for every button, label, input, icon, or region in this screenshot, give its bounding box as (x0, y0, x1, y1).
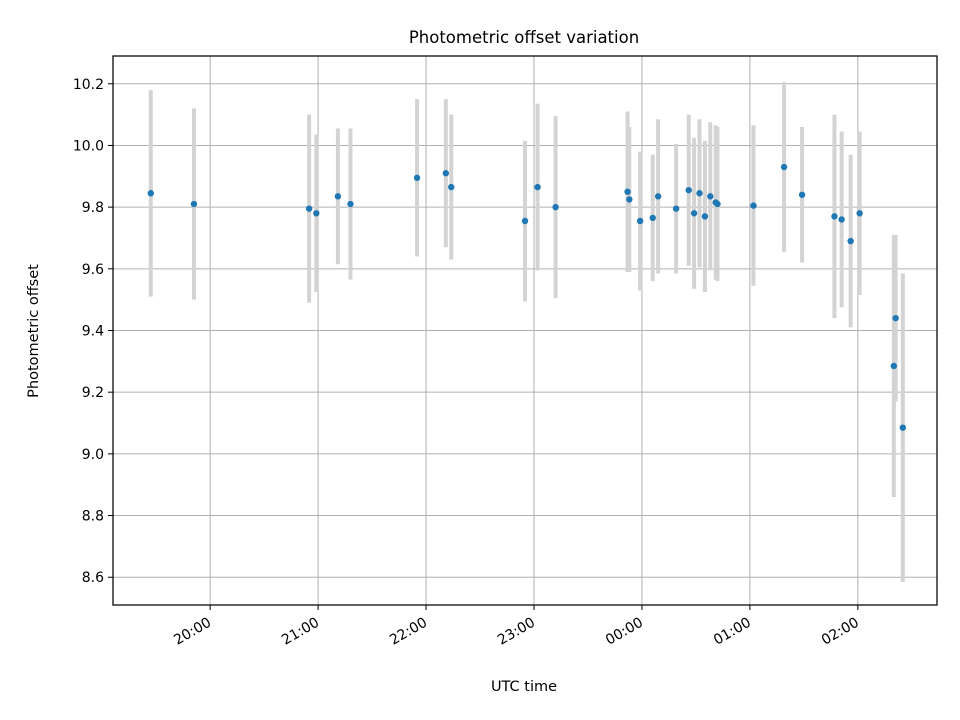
data-point (521, 217, 529, 225)
data-point (624, 188, 631, 195)
x-tick-label: 02:00 (819, 615, 862, 649)
data-point (636, 217, 644, 225)
data-point (305, 205, 313, 212)
data-point (534, 183, 541, 191)
data-point (649, 214, 656, 222)
data-point (313, 210, 320, 217)
data-point (831, 213, 838, 220)
y-axis-label: Photometric offset (26, 264, 42, 398)
error-bars (148, 82, 905, 582)
data-point (672, 205, 680, 212)
x-tick-label: 20:00 (171, 615, 214, 649)
data-point (750, 202, 757, 209)
x-tick-label: 22:00 (387, 615, 430, 649)
grid (113, 56, 937, 605)
y-tick-label: 9.0 (82, 447, 104, 463)
data-point (413, 174, 421, 182)
x-tick-label: 23:00 (495, 615, 538, 649)
y-axis-ticks: 8.6 8.8 9.0 9.2 9.4 9.6 9.8 10.0 10.2 (73, 77, 113, 586)
y-tick-label: 9.6 (82, 262, 104, 278)
data-point (838, 216, 845, 223)
y-tick-label: 9.2 (82, 385, 104, 401)
data-point (654, 193, 662, 200)
x-axis-ticks: 20:00 21:00 22:00 23:00 00:00 01:00 02:00 (171, 605, 862, 649)
data-point (714, 200, 721, 208)
data-point (707, 193, 714, 200)
data-point (892, 314, 899, 322)
y-tick-label: 8.6 (82, 570, 104, 586)
data-point (685, 186, 692, 194)
x-tick-label: 01:00 (711, 615, 754, 649)
data-point (899, 424, 907, 431)
x-tick-label: 21:00 (279, 615, 322, 649)
data-point (190, 200, 198, 208)
y-tick-label: 8.8 (82, 509, 104, 525)
x-tick-label: 00:00 (603, 615, 646, 649)
y-tick-label: 10.2 (73, 77, 104, 93)
data-point (701, 213, 709, 220)
data-point (696, 190, 703, 197)
y-tick-label: 10.0 (73, 138, 104, 154)
y-tick-label: 9.8 (82, 200, 104, 216)
data-point (847, 237, 854, 245)
data-point (147, 190, 154, 197)
data-point (856, 210, 863, 217)
data-point (347, 200, 354, 208)
data-point (690, 210, 698, 217)
data-point (448, 183, 455, 191)
x-axis-label: UTC time (491, 679, 557, 695)
data-point (890, 362, 898, 370)
data-points (147, 163, 907, 431)
chart-title: Photometric offset variation (409, 28, 639, 47)
y-tick-label: 9.4 (82, 324, 104, 340)
data-point (780, 163, 788, 171)
data-point (798, 191, 806, 198)
data-point (552, 203, 559, 211)
data-point (334, 193, 342, 200)
data-point (626, 196, 633, 203)
data-point (442, 170, 450, 177)
